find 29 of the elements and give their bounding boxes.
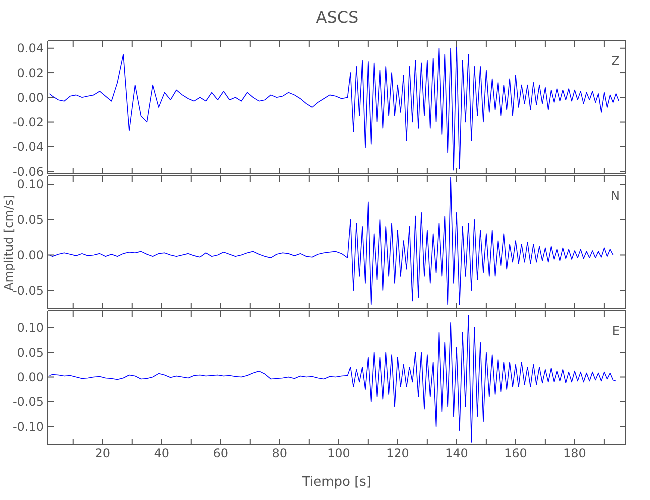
y-tick-label: 0.00 [17,370,44,385]
y-tick-label: 0.05 [17,213,44,228]
y-tick-label: -0.05 [12,395,44,410]
x-tick-label: 120 [386,446,410,461]
y-tick-label: 0.05 [17,346,44,360]
x-tick-label: 180 [564,446,586,461]
y-tick-label: -0.02 [12,116,44,130]
y-tick-label: -0.04 [12,140,44,154]
annotation: E [612,324,620,338]
y-tick-label: 0.00 [17,248,44,262]
y-tick-label: 0.04 [17,42,44,56]
x-tick-label: 80 [272,446,288,461]
y-tick-label: 0.10 [17,178,44,192]
y-tick-label: -0.10 [12,420,44,434]
chart-title: ASCS [315,8,360,27]
x-tick-label: 60 [213,446,229,461]
x-tick-label: 40 [154,446,170,461]
x-tick-label: 100 [327,446,350,461]
annotation: N [611,189,620,203]
y-tick-label: -0.06 [12,164,44,179]
y-tick-label: 0.00 [17,90,44,105]
x-tick-label: 20 [95,446,111,461]
y-tick-label: 0.10 [17,321,44,336]
y-tick-label: 0.02 [17,66,44,80]
line-series [49,177,614,306]
x-axis-title: Tiempo [s] [301,475,372,490]
annotation: Z [612,54,620,68]
x-tick-label: 140 [445,446,468,461]
x-tick-label: 160 [504,446,528,461]
